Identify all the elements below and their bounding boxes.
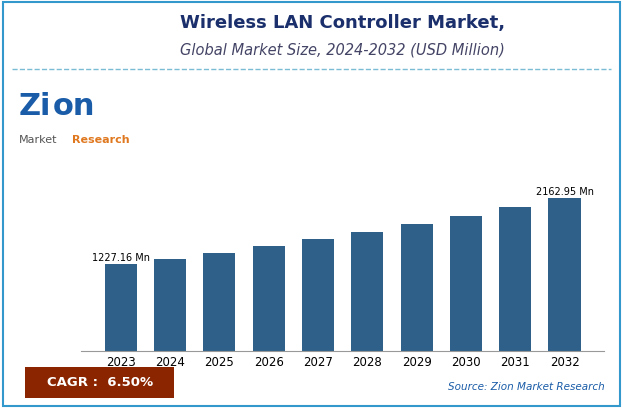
Bar (351, 232, 383, 351)
Text: 1227.16 Mn: 1227.16 Mn (92, 253, 150, 263)
Bar (302, 239, 334, 351)
Text: Market: Market (19, 135, 57, 145)
Bar (154, 259, 186, 351)
Bar (203, 253, 235, 351)
Text: Research: Research (72, 135, 130, 145)
Bar (253, 246, 285, 351)
Text: 2162.95 Mn: 2162.95 Mn (536, 187, 594, 197)
Bar (105, 264, 137, 351)
Bar (548, 198, 581, 351)
Text: Global Market Size, 2024-2032 (USD Million): Global Market Size, 2024-2032 (USD Milli… (180, 43, 505, 58)
Text: Wireless LAN Controller Market,: Wireless LAN Controller Market, (180, 14, 505, 32)
Text: Source: Zion Market Research: Source: Zion Market Research (447, 381, 604, 392)
Text: Z: Z (19, 91, 41, 121)
Text: CAGR :  6.50%: CAGR : 6.50% (47, 376, 153, 389)
Text: i: i (40, 91, 50, 121)
Bar (499, 207, 531, 351)
Text: on: on (52, 91, 95, 121)
Bar (401, 224, 432, 351)
Bar (450, 216, 482, 351)
